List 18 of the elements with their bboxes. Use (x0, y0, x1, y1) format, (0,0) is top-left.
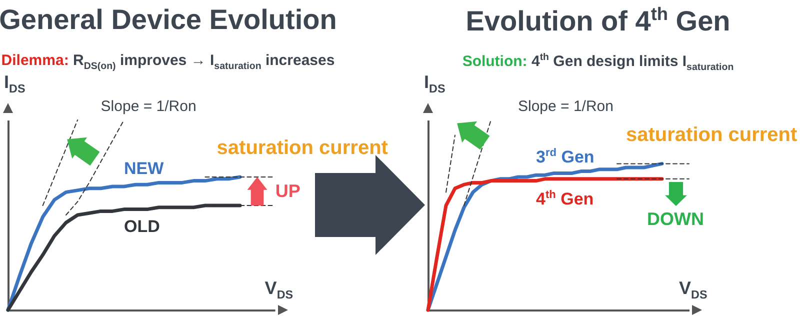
text: UP (275, 181, 300, 202)
annotation: saturation current (216, 137, 388, 160)
y-axis-title: I$_{DS}$ (424, 72, 446, 96)
series-label: 3$^{rd}$ Gen (536, 147, 594, 168)
chart-subtitle: Solution: 4$^{th}$ Gen design limits I$_{saturation}$ (461, 52, 735, 73)
x-axis-title: V$_{DS}$ (264, 278, 294, 302)
series-label: 4$^{th}$ Gen (536, 188, 594, 210)
chart-title: General Device Evolution (0, 4, 338, 36)
text: Slope = 1/Ron (100, 98, 196, 115)
series-label: OLD (124, 217, 160, 238)
series-label: NEW (124, 158, 164, 178)
chart-subtitle: Dilemma: R$_{DS(on)}$ improves → I$_{saturation}$ increases (0, 52, 336, 72)
annotation: saturation current (626, 124, 798, 147)
annotation: DOWN (647, 208, 704, 230)
text: Slope = 1/Ron (518, 98, 614, 115)
chart-title: Evolution of 4$^{th}$ Gen (464, 4, 732, 38)
x-axis-title: V$_{DS}$ (679, 278, 708, 302)
y-axis-title: I$_{DS}$ (4, 72, 26, 96)
